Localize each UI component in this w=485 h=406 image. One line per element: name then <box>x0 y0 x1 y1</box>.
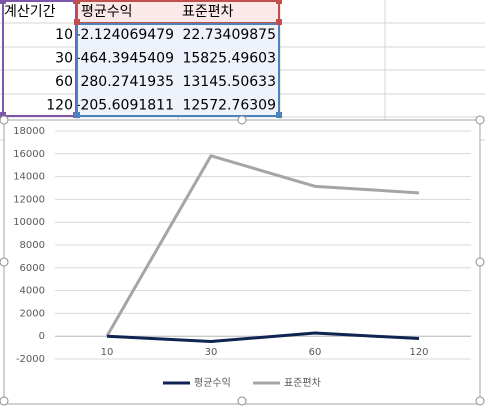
legend-label[interactable]: 평균수익 <box>194 377 231 389</box>
cell[interactable]: 30 <box>55 51 73 67</box>
cell[interactable]: 280.2741935 <box>80 74 174 90</box>
cell[interactable]: 12572.76309 <box>182 98 276 114</box>
range-handle[interactable] <box>74 0 80 4</box>
series-line[interactable] <box>105 154 420 337</box>
range-handle[interactable] <box>276 0 282 4</box>
resize-handle[interactable] <box>237 396 247 406</box>
resize-handle[interactable] <box>475 396 485 406</box>
cell[interactable]: 10 <box>55 27 73 43</box>
cell[interactable]: 60 <box>55 74 73 90</box>
cell[interactable]: -2.124069479 <box>75 27 174 43</box>
y-tick-label: 16000 <box>13 149 45 160</box>
y-tick-label: 2000 <box>20 308 45 319</box>
x-tick-label: 30 <box>205 347 218 358</box>
cell[interactable]: 13145.50633 <box>182 74 276 90</box>
range-handle[interactable] <box>276 19 282 25</box>
y-tick-label: 0 <box>39 331 45 342</box>
resize-handle[interactable] <box>475 257 485 267</box>
y-tick-label: 10000 <box>13 217 45 228</box>
y-tick-label: 4000 <box>20 286 45 297</box>
cell[interactable]: 120 <box>46 98 73 114</box>
header-highlight <box>78 1 279 22</box>
resize-handle[interactable] <box>0 257 9 267</box>
chart-area <box>3 119 481 405</box>
cell[interactable]: -205.6091811 <box>75 98 174 114</box>
y-tick-label: 18000 <box>13 126 45 137</box>
header-cell[interactable]: 표준편차 <box>182 4 234 20</box>
y-tick-label: -2000 <box>16 354 45 365</box>
resize-handle[interactable] <box>0 396 9 406</box>
resize-handle[interactable] <box>0 115 9 125</box>
range-highlight <box>78 24 279 116</box>
range-handle[interactable] <box>74 19 80 25</box>
y-tick-label: 12000 <box>13 194 45 205</box>
range-border <box>76 23 280 117</box>
header-cell[interactable]: 계산기간 <box>4 4 56 20</box>
range-handle[interactable] <box>74 112 80 118</box>
range-handle[interactable] <box>0 112 6 118</box>
x-tick-label: 60 <box>309 347 322 358</box>
x-tick-label: 120 <box>409 347 428 358</box>
resize-handle[interactable] <box>475 115 485 125</box>
legend-label[interactable]: 표준편차 <box>284 377 321 389</box>
cell[interactable]: 15825.49603 <box>182 51 276 67</box>
series-line[interactable] <box>106 331 420 343</box>
header-cell[interactable]: 평균수익 <box>81 4 133 20</box>
cell[interactable]: 22.73409875 <box>182 27 276 43</box>
y-tick-label: 14000 <box>13 172 45 183</box>
x-tick-label: 10 <box>101 347 114 358</box>
cell[interactable]: -464.3945409 <box>75 51 174 67</box>
range-handle[interactable] <box>0 0 6 4</box>
resize-handle[interactable] <box>237 115 247 125</box>
chart[interactable]: -2000 0 2000 4000 6000 8000 10000 12000 14000 160… <box>0 115 485 406</box>
y-tick-label: 8000 <box>20 240 45 251</box>
y-tick-label: 6000 <box>20 263 45 274</box>
range-handle[interactable] <box>276 112 282 118</box>
